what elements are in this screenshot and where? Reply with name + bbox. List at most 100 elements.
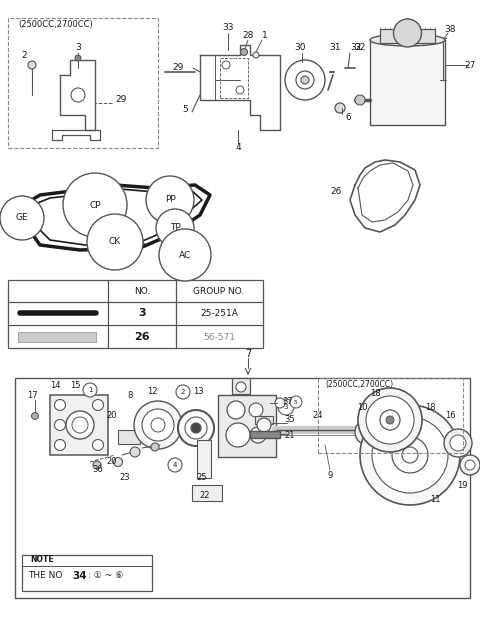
Text: 3: 3: [75, 44, 81, 53]
Circle shape: [55, 420, 65, 430]
Text: 22: 22: [200, 491, 210, 500]
Text: 5: 5: [182, 105, 188, 115]
Circle shape: [366, 396, 414, 444]
Circle shape: [176, 385, 190, 399]
Circle shape: [66, 411, 94, 439]
Circle shape: [226, 423, 250, 447]
Text: : ① ~ ⑥: : ① ~ ⑥: [88, 571, 123, 581]
Circle shape: [394, 19, 421, 47]
Text: 4: 4: [173, 462, 177, 468]
Circle shape: [278, 399, 294, 415]
Circle shape: [93, 399, 104, 410]
Ellipse shape: [370, 34, 445, 46]
Text: TP: TP: [169, 224, 180, 233]
Text: GE: GE: [16, 214, 28, 223]
Text: 28: 28: [242, 30, 254, 39]
Text: 32: 32: [350, 44, 361, 53]
Text: 10: 10: [357, 403, 367, 413]
Bar: [50, 395, 108, 455]
Text: 29: 29: [115, 96, 126, 105]
Text: 36: 36: [93, 465, 103, 474]
Text: 31: 31: [329, 44, 341, 53]
Text: 11: 11: [430, 496, 440, 505]
Text: 26: 26: [331, 188, 342, 197]
Circle shape: [296, 71, 314, 89]
Circle shape: [360, 405, 460, 505]
Text: GROUP NO.: GROUP NO.: [193, 287, 245, 295]
Circle shape: [146, 176, 194, 224]
Text: CK: CK: [109, 238, 121, 247]
Text: 4: 4: [235, 143, 241, 153]
Bar: [218, 395, 276, 457]
Text: 56-571: 56-571: [203, 332, 235, 342]
Text: 7: 7: [245, 349, 251, 359]
Circle shape: [55, 439, 65, 451]
Text: 21: 21: [285, 430, 295, 439]
Text: 19: 19: [457, 481, 467, 489]
Text: 25-251A: 25-251A: [200, 309, 238, 318]
Text: AC: AC: [179, 250, 191, 259]
Bar: [18, 332, 96, 342]
Circle shape: [151, 418, 165, 432]
Text: 33: 33: [222, 23, 234, 32]
Text: 26: 26: [134, 332, 150, 342]
Circle shape: [358, 388, 422, 452]
Bar: [192, 485, 222, 501]
Circle shape: [335, 103, 345, 113]
Circle shape: [355, 95, 365, 105]
Circle shape: [402, 447, 418, 463]
Text: 8: 8: [127, 391, 132, 399]
Text: 9: 9: [327, 470, 333, 479]
Circle shape: [380, 410, 400, 430]
Circle shape: [159, 229, 211, 281]
Bar: [8, 280, 263, 348]
Circle shape: [444, 429, 472, 457]
Circle shape: [75, 55, 81, 61]
Circle shape: [465, 460, 475, 470]
Circle shape: [178, 410, 214, 446]
Text: CP: CP: [89, 200, 101, 209]
Circle shape: [227, 401, 245, 419]
Bar: [197, 440, 211, 478]
Bar: [232, 378, 250, 394]
Circle shape: [290, 396, 302, 408]
Text: 20: 20: [107, 458, 117, 467]
Text: 24: 24: [313, 410, 323, 420]
Circle shape: [134, 401, 182, 449]
Text: NOTE: NOTE: [30, 555, 54, 564]
Circle shape: [191, 423, 201, 433]
Circle shape: [113, 458, 122, 467]
Circle shape: [32, 413, 38, 420]
Text: 2: 2: [21, 51, 27, 60]
Text: 20: 20: [107, 410, 117, 420]
Text: 16: 16: [444, 410, 456, 420]
Circle shape: [386, 416, 394, 424]
Circle shape: [355, 419, 381, 445]
Text: 35: 35: [285, 415, 295, 425]
Text: 3: 3: [138, 308, 146, 318]
Circle shape: [0, 196, 44, 240]
Text: 23: 23: [120, 474, 130, 482]
Text: 34: 34: [72, 571, 86, 581]
Circle shape: [142, 409, 174, 441]
Circle shape: [93, 461, 101, 469]
Text: 27: 27: [464, 60, 476, 70]
Circle shape: [275, 398, 285, 408]
Text: 38: 38: [444, 25, 456, 34]
Text: 18: 18: [370, 389, 380, 399]
Text: 14: 14: [50, 380, 60, 389]
Bar: [250, 431, 280, 438]
Circle shape: [285, 60, 325, 100]
Text: NO.: NO.: [134, 287, 150, 295]
Circle shape: [236, 86, 244, 94]
Bar: [255, 416, 273, 424]
Circle shape: [301, 76, 309, 84]
Text: 25: 25: [197, 474, 207, 482]
Circle shape: [130, 447, 140, 457]
Circle shape: [222, 61, 230, 69]
Text: 1: 1: [262, 30, 268, 39]
Bar: [380, 29, 435, 43]
Bar: [8, 18, 158, 148]
Bar: [22, 555, 152, 591]
Circle shape: [257, 418, 271, 432]
